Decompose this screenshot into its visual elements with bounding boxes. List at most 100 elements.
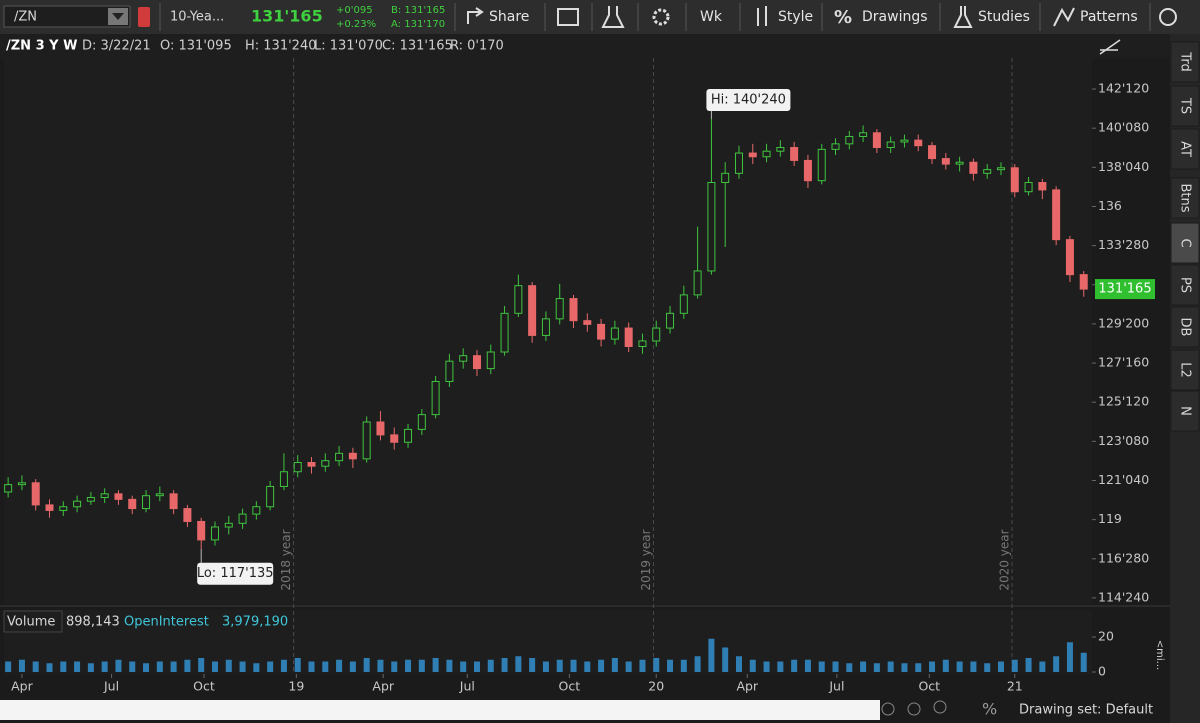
- side-tab[interactable]: [1170, 128, 1200, 170]
- candle-body: [969, 161, 978, 174]
- info-item: C: 131'165: [382, 39, 453, 54]
- candle-body: [831, 143, 840, 150]
- toolbar-button[interactable]: Studies: [978, 9, 1030, 25]
- pan-icon[interactable]: [907, 702, 921, 716]
- x-tick-label: Oct: [193, 679, 215, 694]
- zoom-out-icon[interactable]: [881, 702, 895, 716]
- candle-body: [886, 141, 895, 149]
- style-icon: [757, 6, 767, 26]
- volume-bar: [584, 661, 591, 672]
- flask-icon[interactable]: [601, 6, 625, 28]
- volume-bar: [818, 661, 825, 672]
- grid-icon[interactable]: [557, 8, 579, 26]
- info-items: /ZN 3 Y W D: 3/22/21 O: 131'095 H: 131'240L…: [6, 39, 504, 54]
- x-tick-label: Jul: [459, 679, 475, 694]
- side-tab[interactable]: [1170, 264, 1200, 306]
- candle-body: [955, 161, 964, 165]
- side-tab[interactable]: [1170, 222, 1200, 264]
- volume-bar: [970, 661, 977, 672]
- last-price-tag: [1095, 279, 1155, 300]
- candle-body: [941, 158, 950, 165]
- y-tick-label: 116'280: [1098, 550, 1149, 565]
- volume-bar: [5, 661, 12, 672]
- candle-body: [624, 327, 633, 347]
- symbol-box[interactable]: [3, 5, 131, 28]
- candle-body: [307, 462, 316, 467]
- volume-bar: [570, 659, 577, 672]
- candle-body: [555, 298, 564, 320]
- side-tab[interactable]: [1170, 41, 1200, 83]
- candle-body: [928, 145, 937, 160]
- candle-body: [431, 380, 440, 416]
- candle-body: [210, 526, 219, 541]
- side-tab-label[interactable]: PS: [1178, 277, 1193, 293]
- candle-body: [17, 482, 26, 486]
- y-tick-label: 140'080: [1098, 120, 1149, 135]
- volume-bar: [542, 661, 549, 672]
- candle-body: [59, 506, 68, 511]
- side-tab-label[interactable]: DB: [1178, 318, 1193, 337]
- candle-body: [224, 522, 233, 528]
- toolbar-button[interactable]: Drawings: [862, 9, 928, 25]
- volume-bar: [308, 661, 315, 672]
- side-tab[interactable]: [1170, 349, 1200, 391]
- candle-body: [900, 139, 909, 143]
- x-tick-label: Apr: [736, 679, 758, 694]
- alert-icon[interactable]: [138, 7, 150, 27]
- volume-bar: [1080, 652, 1087, 672]
- volume-bar: [984, 663, 991, 672]
- candle-body: [583, 320, 592, 325]
- candle-body: [459, 355, 468, 362]
- side-tab-label[interactable]: Trd: [1178, 51, 1193, 71]
- side-tab-label[interactable]: AT: [1178, 141, 1193, 157]
- x-tick-label: Apr: [11, 679, 33, 694]
- volume-bar: [253, 663, 260, 672]
- volume-bar: [377, 659, 384, 672]
- volume-bar: [873, 663, 880, 672]
- candle-body: [597, 323, 606, 340]
- bid: B: 131'165: [391, 5, 445, 16]
- side-tab-label[interactable]: Btns: [1178, 183, 1193, 212]
- toolbar-button[interactable]: Share: [489, 9, 529, 25]
- chart: 142'120140'080138'040136133'280131'24012…: [4, 58, 1155, 694]
- candle-body: [776, 147, 785, 152]
- gear-icon[interactable]: [652, 8, 670, 26]
- drawings-icon: %: [834, 7, 852, 28]
- drawing-set[interactable]: Drawing set: Default: [1019, 703, 1153, 718]
- menu-icon[interactable]: [1159, 8, 1177, 26]
- chart-tool-icon[interactable]: [1099, 39, 1121, 55]
- candle-body: [666, 312, 675, 329]
- side-tab-label[interactable]: C: [1178, 238, 1193, 247]
- y-tick-label: 129'200: [1098, 315, 1149, 330]
- volume-bar: [18, 659, 25, 672]
- zoom-in-icon[interactable]: [933, 700, 947, 714]
- side-tab[interactable]: [1170, 85, 1200, 127]
- side-tab-label[interactable]: N: [1178, 406, 1193, 416]
- x-tick-label: 19: [288, 679, 304, 694]
- candle-body: [693, 270, 702, 296]
- side-tab[interactable]: [1170, 390, 1200, 432]
- info-item: H: 131'240: [245, 39, 317, 54]
- side-tab-label[interactable]: TS: [1178, 97, 1193, 114]
- volume-bar: [791, 659, 798, 672]
- volume-bar: [156, 661, 163, 672]
- scrollbar[interactable]: [0, 700, 880, 720]
- toolbar-button[interactable]: Patterns: [1080, 9, 1138, 25]
- volume-bar: [391, 661, 398, 672]
- toolbar-button[interactable]: Style: [778, 9, 813, 25]
- side-tab[interactable]: [1170, 306, 1200, 348]
- volume-bar: [336, 659, 343, 672]
- volume-bar: [432, 658, 439, 672]
- side-tab[interactable]: [1170, 177, 1200, 219]
- candle-body: [762, 150, 771, 158]
- volume-bar: [46, 663, 53, 672]
- volume-bar: [143, 663, 150, 672]
- candle-body: [348, 452, 357, 460]
- toolbar-button[interactable]: Wk: [700, 9, 723, 25]
- toolbar: [0, 0, 1200, 34]
- volume-bar: [777, 661, 784, 672]
- side-tab-label[interactable]: L2: [1178, 362, 1193, 378]
- candle-body: [541, 318, 550, 336]
- candle-body: [817, 148, 826, 182]
